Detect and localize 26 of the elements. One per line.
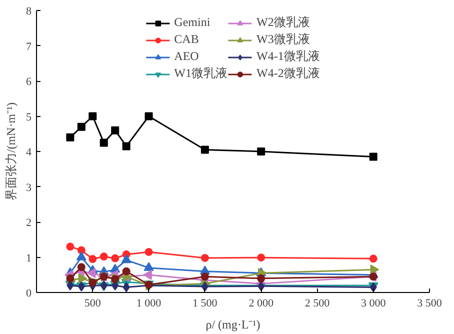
x-tick-label: 2 500 — [304, 298, 330, 310]
y-tick-label: 3 — [26, 182, 32, 194]
y-tick-label: 7 — [26, 40, 32, 53]
legend-label: CAB — [174, 32, 199, 47]
x-axis-title: ρ/ (mg·L⁻¹) — [206, 318, 260, 332]
x-tick-label: 3 000 — [360, 298, 386, 310]
y-tick-label: 4 — [26, 146, 32, 158]
y-tick-label: 5 — [26, 111, 32, 124]
x-tick-label: 3 500 — [417, 298, 442, 310]
y-tick-label: 1 — [26, 252, 32, 264]
y-tick-label: 2 — [26, 217, 32, 229]
x-tick-label: 1 500 — [192, 298, 218, 310]
legend-label: W3微乳液 — [256, 31, 310, 48]
y-tick-label: 6 — [26, 76, 32, 88]
legend-label: W4-2微乳液 — [256, 65, 320, 82]
x-tick-label: 500 — [84, 298, 102, 310]
x-tick-label: 1 000 — [136, 298, 162, 310]
legend-label: Gemini — [174, 15, 210, 30]
legend-label: W1微乳液 — [174, 65, 228, 82]
x-tick-label: 2 000 — [248, 298, 274, 310]
legend-label: W2微乳液 — [256, 14, 310, 31]
legend-label: AEO — [174, 49, 199, 64]
y-tick-label: 0 — [26, 288, 32, 300]
y-axis-title: 界面张力/(mN·m⁻¹) — [4, 102, 18, 201]
legend-label: W4-1微乳液 — [256, 48, 320, 65]
y-tick-label: 8 — [26, 6, 32, 18]
